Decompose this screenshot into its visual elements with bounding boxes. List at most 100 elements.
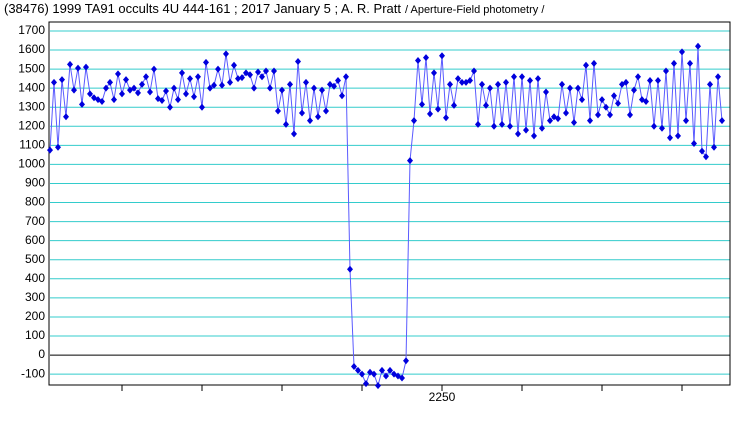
data-point: [635, 73, 641, 81]
series-line: [49, 46, 723, 388]
y-tick-label: 500: [25, 252, 45, 266]
data-point: [655, 77, 661, 85]
data-point: [643, 98, 649, 106]
data-point: [227, 78, 233, 86]
data-point: [531, 132, 537, 140]
data-point: [631, 86, 637, 94]
data-point: [455, 75, 461, 83]
data-point: [627, 111, 633, 119]
data-point: [451, 101, 457, 109]
data-point: [527, 77, 533, 85]
data-point: [503, 78, 509, 86]
data-point: [435, 105, 441, 113]
data-point: [699, 147, 705, 155]
data-point: [199, 103, 205, 111]
data-point: [75, 64, 81, 72]
data-point: [383, 372, 389, 380]
data-point: [291, 130, 297, 138]
data-point: [615, 99, 621, 107]
data-point: [427, 110, 433, 118]
y-tick-label: 1700: [18, 23, 45, 37]
data-point: [151, 65, 157, 73]
data-point: [591, 59, 597, 67]
data-point: [147, 88, 153, 96]
data-point: [99, 98, 105, 106]
data-point: [331, 82, 337, 90]
data-point: [215, 65, 221, 73]
data-point: [407, 157, 413, 165]
data-point: [183, 90, 189, 98]
data-point: [579, 96, 585, 104]
data-point: [647, 77, 653, 85]
data-point: [719, 117, 725, 125]
y-tick-label: 0: [38, 347, 45, 361]
x-tick-label: 2250: [429, 390, 456, 404]
data-point: [179, 69, 185, 77]
y-tick-label: 800: [25, 195, 45, 209]
data-point: [599, 96, 605, 104]
data-point: [371, 370, 377, 378]
data-point: [187, 75, 193, 83]
data-point: [439, 52, 445, 60]
data-point: [611, 92, 617, 100]
data-point: [663, 67, 669, 75]
data-point: [607, 111, 613, 119]
data-point: [211, 81, 217, 89]
data-point: [271, 67, 277, 75]
data-point: [487, 84, 493, 92]
data-point: [87, 90, 93, 98]
data-point: [575, 84, 581, 92]
data-point: [251, 84, 257, 92]
data-point: [411, 117, 417, 125]
y-tick-label: 1500: [18, 61, 45, 75]
y-tick-label: 700: [25, 214, 45, 228]
data-point: [711, 143, 717, 151]
data-point: [323, 107, 329, 115]
data-point: [519, 73, 525, 81]
data-point: [347, 265, 353, 273]
y-tick-label: -100: [21, 366, 45, 380]
data-point: [115, 70, 121, 78]
y-tick-label: 300: [25, 290, 45, 304]
data-point: [223, 50, 229, 58]
data-point: [563, 109, 569, 117]
data-point: [279, 86, 285, 94]
data-point: [203, 58, 209, 66]
data-point: [339, 92, 345, 100]
data-point: [175, 96, 181, 104]
data-point: [171, 84, 177, 92]
y-tick-label: 1000: [18, 157, 45, 171]
data-point: [423, 54, 429, 62]
plot-frame: [48, 21, 731, 386]
data-point: [475, 120, 481, 128]
data-point: [671, 59, 677, 67]
data-point: [71, 86, 77, 94]
data-point: [351, 363, 357, 371]
data-point: [319, 86, 325, 94]
data-point: [259, 73, 265, 81]
y-tick-label: 200: [25, 309, 45, 323]
data-point: [675, 132, 681, 140]
data-point: [595, 111, 601, 119]
data-point: [667, 134, 673, 142]
data-point: [399, 374, 405, 382]
data-point: [403, 357, 409, 365]
data-point: [535, 75, 541, 83]
data-point: [467, 77, 473, 85]
data-point: [343, 73, 349, 81]
data-point: [555, 115, 561, 123]
data-point: [299, 109, 305, 117]
data-point: [543, 88, 549, 96]
data-point: [499, 120, 505, 128]
data-point: [387, 366, 393, 374]
y-tick-label: 400: [25, 271, 45, 285]
data-point: [55, 143, 61, 151]
data-point: [295, 57, 301, 65]
data-point: [67, 60, 73, 68]
data-point: [267, 84, 273, 92]
data-point: [695, 42, 701, 50]
data-point: [167, 103, 173, 111]
y-tick-label: 100: [25, 328, 45, 342]
data-point: [687, 59, 693, 67]
